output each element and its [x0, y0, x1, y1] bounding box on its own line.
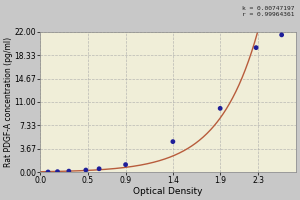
- Text: k = 0.00747197
r = 0.99964361: k = 0.00747197 r = 0.99964361: [242, 6, 294, 17]
- Point: [97, 167, 101, 170]
- Point: [170, 140, 175, 143]
- Point: [254, 46, 259, 49]
- Point: [218, 107, 223, 110]
- Point: [83, 168, 88, 172]
- Point: [66, 170, 71, 173]
- Point: [55, 170, 60, 173]
- Point: [279, 33, 284, 36]
- Y-axis label: Rat PDGF-A concentration (pg/ml): Rat PDGF-A concentration (pg/ml): [4, 37, 13, 167]
- X-axis label: Optical Density: Optical Density: [134, 187, 203, 196]
- Point: [46, 170, 50, 174]
- Point: [123, 163, 128, 166]
